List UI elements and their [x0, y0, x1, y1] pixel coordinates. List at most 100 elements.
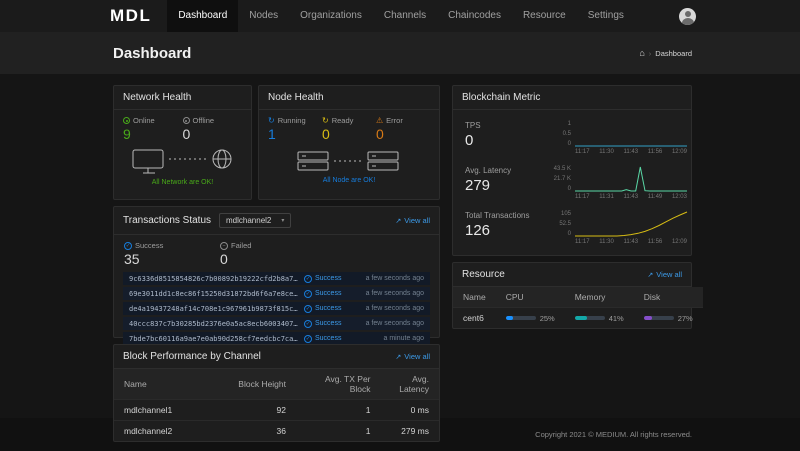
latency-label: Avg. Latency [465, 166, 512, 175]
transactions-list: 9c6336d8515854826c7b00892b19222cfd2b8a7b… [114, 271, 439, 352]
col-block-height: Block Height [224, 369, 296, 400]
transaction-hash: 69e3011dd1c8ec86f15250d31872bd6f6a7e8cea… [129, 289, 298, 298]
brand-logo: MDL [110, 6, 152, 25]
ready-stat: ↻ Ready 0 [322, 116, 376, 142]
tps-yticks: 1 0.5 0 [562, 121, 571, 147]
block-performance-view-all-link[interactable]: ↗ View all [395, 352, 430, 361]
running-stat: ↻ Running 1 [268, 116, 322, 142]
total-xticks: 11:17 11:30 11:43 11:56 12:09 [575, 239, 687, 245]
servers-icon [297, 151, 399, 171]
transaction-time: a minute ago [383, 335, 424, 342]
failed-value: 0 [220, 251, 228, 267]
cpu-usage: 25% [505, 314, 555, 323]
table-row: mdlchannel1 92 1 0 ms [114, 399, 439, 421]
blockchain-metric-title: Blockchain Metric [453, 86, 691, 110]
menu-item-channels[interactable]: Channels [383, 10, 427, 21]
health-row: Network Health Online 9 [113, 85, 440, 200]
node-ok-text: All Node are OK! [322, 177, 376, 184]
transaction-time: a few seconds ago [365, 320, 424, 327]
network-health-title: Network Health [114, 86, 251, 110]
success-label: Success [135, 241, 164, 250]
channel-select-value: mdlchannel2 [226, 216, 272, 225]
transactions-stats: Success 35 Failed 0 [114, 235, 439, 271]
table-row: mdlchannel2 36 1 279 ms [114, 420, 439, 441]
block-performance-panel: Block Performance by Channel ↗ View all … [113, 344, 440, 442]
check-circle-icon [304, 319, 312, 328]
ready-value: 0 [322, 126, 330, 142]
main-menu: Dashboard Nodes Organizations Channels C… [167, 0, 635, 32]
transaction-row[interactable]: de4a19437248af14c708e1c967961b9873f815ce… [123, 302, 430, 315]
col-avg-tx: Avg. TX Per Block [296, 369, 381, 400]
latency-chart [575, 166, 687, 192]
online-status-icon [123, 117, 130, 124]
menu-item-dashboard[interactable]: Dashboard [167, 0, 239, 32]
transaction-row[interactable]: 69e3011dd1c8ec86f15250d31872bd6f6a7e8cea… [123, 287, 430, 300]
failed-stat: Failed 0 [220, 241, 316, 267]
transaction-status: Success [304, 274, 354, 283]
success-value: 35 [124, 251, 140, 267]
breadcrumb: ⌂ › Dashboard [639, 48, 692, 58]
offline-label: Offline [192, 116, 215, 125]
transaction-status: Success [304, 304, 354, 313]
latency-value: 279 [465, 177, 491, 194]
channel-select[interactable]: mdlchannel2 ▾ [219, 213, 292, 228]
menu-item-chaincodes[interactable]: Chaincodes [448, 10, 501, 21]
menu-item-settings[interactable]: Settings [587, 10, 624, 21]
table-row: cent6 25% 41% [453, 307, 703, 328]
page-title: Dashboard [113, 44, 192, 62]
disk-progress-bar [643, 316, 674, 320]
tps-xticks: 11:17 11:30 11:43 11:56 12:09 [575, 149, 687, 155]
monitor-globe-icon [132, 149, 231, 174]
failed-label: Failed [231, 241, 252, 250]
check-circle-icon [304, 334, 312, 343]
transaction-time: a few seconds ago [365, 275, 424, 282]
col-disk: Disk [633, 287, 703, 308]
col-name: Name [453, 287, 496, 308]
breadcrumb-separator: › [648, 48, 652, 58]
resource-panel: Resource ↗ View all Name CPU Memory Disk [452, 262, 703, 329]
tps-metric: TPS 0 1 0.5 0 11:17 11:30 11:43 11:56 12:09 [453, 110, 691, 155]
transaction-hash: de4a19437248af14c708e1c967961b9873f815ce… [129, 304, 298, 313]
transaction-row[interactable]: 9c6336d8515854826c7b00892b19222cfd2b8a7b… [123, 272, 430, 285]
minus-circle-icon [220, 241, 228, 250]
success-stat: Success 35 [124, 241, 220, 267]
reload-icon: ↻ [322, 115, 329, 125]
transaction-time: a few seconds ago [365, 290, 424, 297]
transaction-hash: 7bde7bc60116a9ae7e0ab90d258cf7eedcbc7caf… [129, 334, 298, 343]
running-label: Running [277, 116, 306, 125]
transaction-row[interactable]: 7bde7bc60116a9ae7e0ab90d258cf7eedcbc7caf… [123, 332, 430, 345]
error-label: Error [386, 116, 403, 125]
warning-icon: ⚠ [376, 115, 384, 125]
transaction-row[interactable]: 40ccc837c7b30285bd2376e0a5ac8ecb6003407a… [123, 317, 430, 330]
tps-value: 0 [465, 132, 474, 149]
menu-item-organizations[interactable]: Organizations [300, 10, 362, 21]
online-label: Online [133, 116, 155, 125]
transaction-hash: 40ccc837c7b30285bd2376e0a5ac8ecb6003407a… [129, 319, 298, 328]
user-avatar-icon[interactable] [679, 7, 696, 25]
resource-view-all-link[interactable]: ↗ View all [647, 270, 682, 279]
total-yticks: 105 52.5 0 [559, 211, 571, 237]
menu-item-nodes[interactable]: Nodes [249, 10, 279, 21]
memory-usage: 41% [574, 314, 624, 323]
blockchain-metric-panel: Blockchain Metric TPS 0 1 0.5 0 11:17 11:30… [452, 85, 692, 256]
cpu-progress-bar [505, 316, 536, 320]
network-ok-text: All Network are OK! [151, 179, 214, 186]
tps-label: TPS [465, 121, 481, 130]
external-link-icon: ↗ [395, 217, 402, 225]
memory-progress-bar [574, 316, 605, 320]
col-cpu: CPU [495, 287, 565, 308]
network-illustration [123, 142, 242, 179]
latency-xticks: 11:17 11:31 11:43 11:49 12:03 [575, 194, 687, 200]
offline-stat: Offline 0 [182, 116, 243, 142]
total-transactions-chart [575, 211, 688, 237]
home-icon[interactable]: ⌂ [639, 48, 645, 58]
transaction-time: a few seconds ago [365, 305, 424, 312]
resource-table: Name CPU Memory Disk cent6 25% [453, 287, 703, 328]
transactions-view-all-link[interactable]: ↗ View all [395, 216, 430, 225]
online-stat: Online 9 [123, 116, 183, 142]
transaction-hash: 9c6336d8515854826c7b00892b19222cfd2b8a7b… [129, 274, 298, 283]
menu-item-resource[interactable]: Resource [522, 10, 566, 21]
main-content: Network Health Online 9 [0, 74, 800, 442]
